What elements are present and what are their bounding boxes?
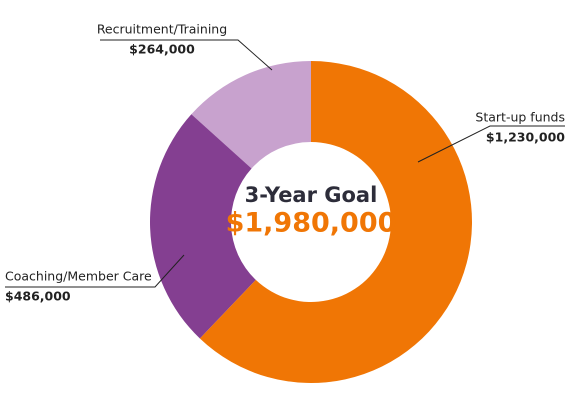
category-label: Recruitment/Training bbox=[97, 22, 227, 37]
value-label: $486,000 bbox=[5, 289, 71, 304]
category-label: Start-up funds bbox=[475, 110, 565, 125]
donut-segment bbox=[149, 114, 256, 339]
leader-line bbox=[417, 125, 565, 163]
donut-segment bbox=[191, 60, 311, 169]
leader-line bbox=[5, 254, 185, 288]
category-label: Coaching/Member Care bbox=[5, 269, 152, 284]
center-title: 3-Year Goal bbox=[245, 183, 378, 207]
value-label: $264,000 bbox=[129, 42, 195, 57]
leader-line bbox=[100, 39, 273, 71]
center-value: $1,980,000 bbox=[226, 208, 397, 239]
value-label: $1,230,000 bbox=[486, 130, 565, 145]
donut-segment bbox=[199, 61, 472, 383]
